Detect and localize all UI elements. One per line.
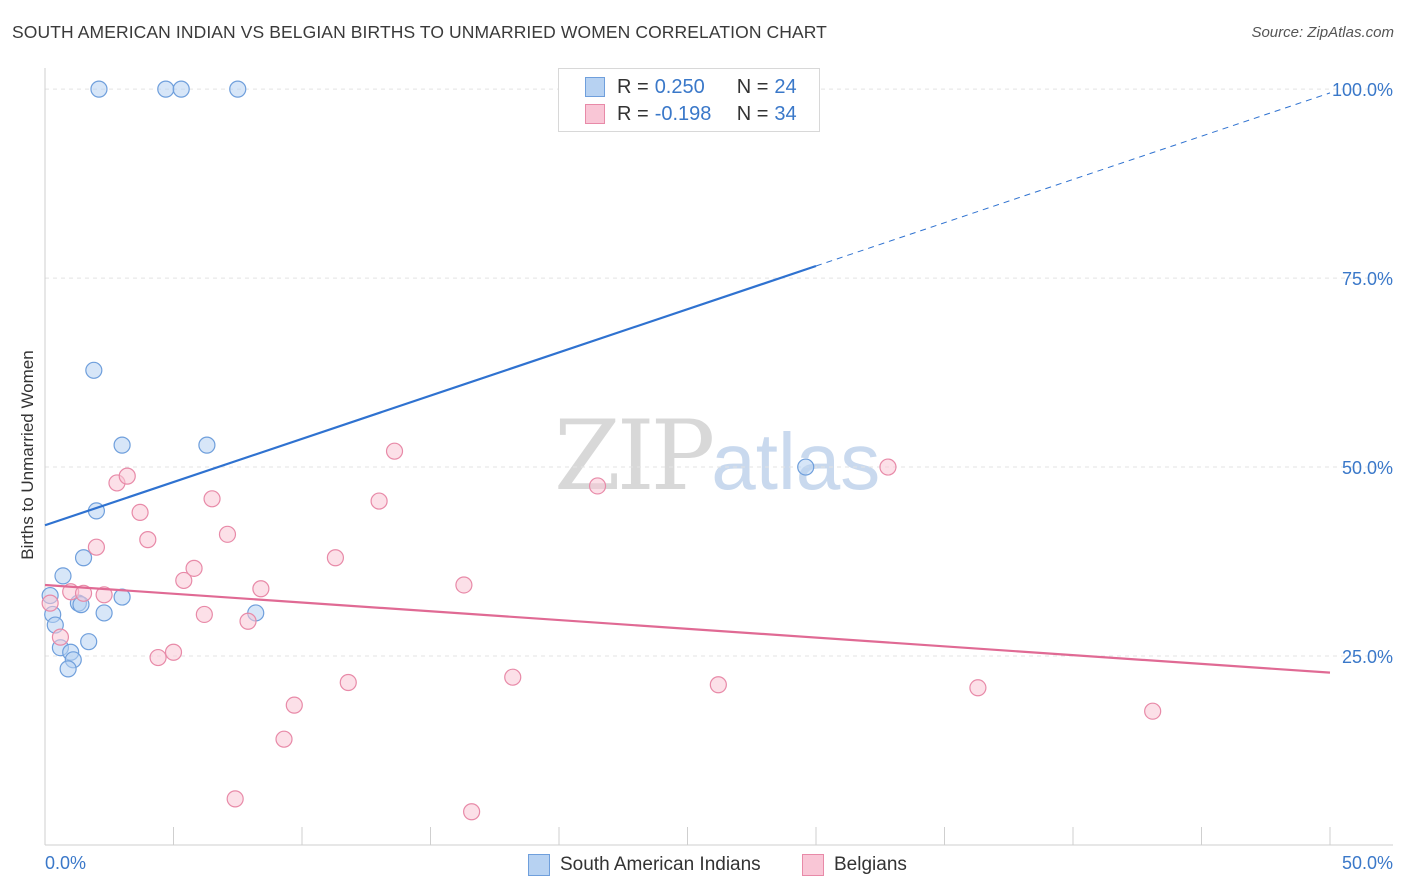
south-american-indian-point <box>797 458 815 476</box>
belgian-point <box>175 571 193 590</box>
watermark-zip: ZIP <box>554 400 715 512</box>
belgian-point <box>385 442 404 460</box>
belgian-point <box>275 730 293 748</box>
y-tick-label: 100.0% <box>1332 80 1393 100</box>
belgian-trendline <box>44 583 1331 674</box>
belgian-point <box>195 605 213 624</box>
legend-row-south-american-indians: R = 0.250 N = 24 <box>585 75 797 99</box>
south-american-indian-point <box>229 80 247 98</box>
belgian-point <box>185 559 203 577</box>
bottom-legend-swatch-pink <box>802 854 824 876</box>
bottom-legend-swatch-blue <box>528 854 550 876</box>
legend-swatch-blue <box>585 77 605 97</box>
belgian-point <box>139 531 157 549</box>
legend-row-belgians: R = -0.198 N = 34 <box>585 102 797 126</box>
legend-n-value: 34 <box>774 102 797 125</box>
watermark: ZIPatlas <box>554 400 880 512</box>
belgian-point <box>164 643 183 661</box>
belgian-point <box>879 458 897 476</box>
legend-swatch-pink <box>585 104 605 124</box>
south-american-indian-point <box>54 567 72 585</box>
belgian-point <box>51 628 70 646</box>
legend-r-label: R = <box>617 75 649 98</box>
south-american-indian-point <box>90 80 108 98</box>
bottom-legend-label: Belgians <box>834 854 907 875</box>
belgian-point <box>239 612 257 630</box>
bottom-legend-label: South American Indians <box>560 854 761 875</box>
belgian-point <box>74 584 93 602</box>
legend-n-label: N = <box>736 102 769 125</box>
y-tick-label: 50.0% <box>1342 458 1393 478</box>
belgian-point <box>285 696 303 714</box>
belgian-point <box>504 668 522 686</box>
belgian-point <box>149 648 167 667</box>
south-american-indian-point <box>80 633 98 651</box>
source-label: Source: ZipAtlas.com <box>1251 24 1394 41</box>
belgian-point <box>203 490 221 508</box>
x-tick-label: 50.0% <box>1342 853 1393 873</box>
south-american-indian-trendline <box>44 264 817 527</box>
belgian-point <box>87 538 106 556</box>
stats-legend: R = 0.250 N = 24 R = -0.198 N = 34 <box>558 68 820 132</box>
belgian-point <box>588 477 607 495</box>
bottom-legend-south-american-indians[interactable]: South American Indians <box>528 852 761 878</box>
belgian-point <box>326 549 345 567</box>
belgian-point <box>95 586 113 604</box>
legend-n-value: 24 <box>774 75 797 98</box>
belgian-point <box>969 679 987 697</box>
legend-n-label: N = <box>736 75 769 98</box>
y-tick-label: 25.0% <box>1342 647 1393 667</box>
y-axis-label: Births to Unmarried Women <box>18 350 37 560</box>
belgian-point <box>455 576 473 594</box>
legend-r-label: R = <box>617 102 649 125</box>
belgian-point <box>218 525 237 543</box>
belgian-point <box>131 503 149 522</box>
chart-title: SOUTH AMERICAN INDIAN VS BELGIAN BIRTHS … <box>12 22 827 42</box>
south-american-indian-point <box>59 660 77 678</box>
south-american-indian-point <box>95 604 113 622</box>
belgian-point <box>370 492 388 510</box>
belgian-point <box>118 467 136 485</box>
south-american-indian-point <box>74 549 93 567</box>
legend-r-value: -0.198 <box>654 102 712 125</box>
legend-r-value: 0.250 <box>654 75 705 98</box>
y-tick-label: 75.0% <box>1342 269 1393 289</box>
south-american-indian-trendline-extension <box>815 92 1331 267</box>
x-tick-label: 0.0% <box>45 853 86 873</box>
bottom-legend-belgians[interactable]: Belgians <box>802 852 907 878</box>
belgian-point <box>463 803 481 821</box>
south-american-indian-point <box>198 436 216 454</box>
belgian-point <box>41 594 59 612</box>
watermark-atlas: atlas <box>711 417 881 506</box>
south-american-indian-point <box>113 588 131 606</box>
belgian-point <box>252 580 270 598</box>
south-american-indian-point <box>85 361 103 379</box>
south-american-indian-point <box>157 80 175 98</box>
belgian-point <box>1144 702 1162 720</box>
belgian-point <box>226 790 244 808</box>
south-american-indian-point <box>172 80 190 98</box>
south-american-indian-point <box>113 436 131 454</box>
belgian-point <box>709 676 727 694</box>
belgian-point <box>339 673 357 692</box>
